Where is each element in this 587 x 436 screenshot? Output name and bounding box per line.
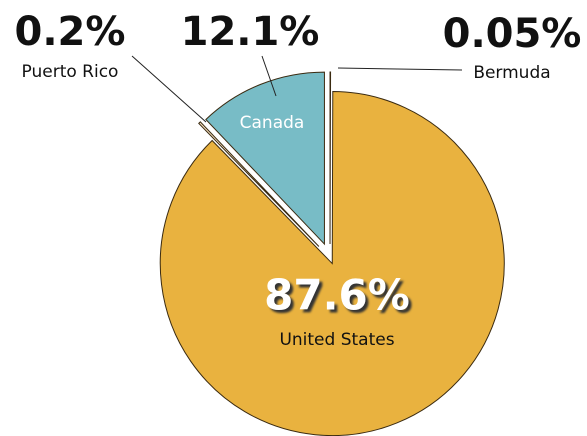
value-label: 0.05% xyxy=(443,11,582,57)
leader-line xyxy=(337,67,463,71)
category-label: Canada xyxy=(240,113,305,133)
leader-line xyxy=(131,55,207,123)
category-label: Puerto Rico xyxy=(22,62,119,82)
pie-slice xyxy=(198,121,320,247)
value-label: 87.6% xyxy=(264,271,410,320)
category-label: Bermuda xyxy=(473,63,550,83)
value-label: 0.2% xyxy=(15,9,126,55)
pie-slice xyxy=(159,91,505,436)
leader-line xyxy=(261,55,277,97)
pie-slice xyxy=(205,71,325,246)
pie-slice xyxy=(329,71,332,245)
value-label: 12.1% xyxy=(181,9,320,55)
category-label: United States xyxy=(279,330,394,350)
